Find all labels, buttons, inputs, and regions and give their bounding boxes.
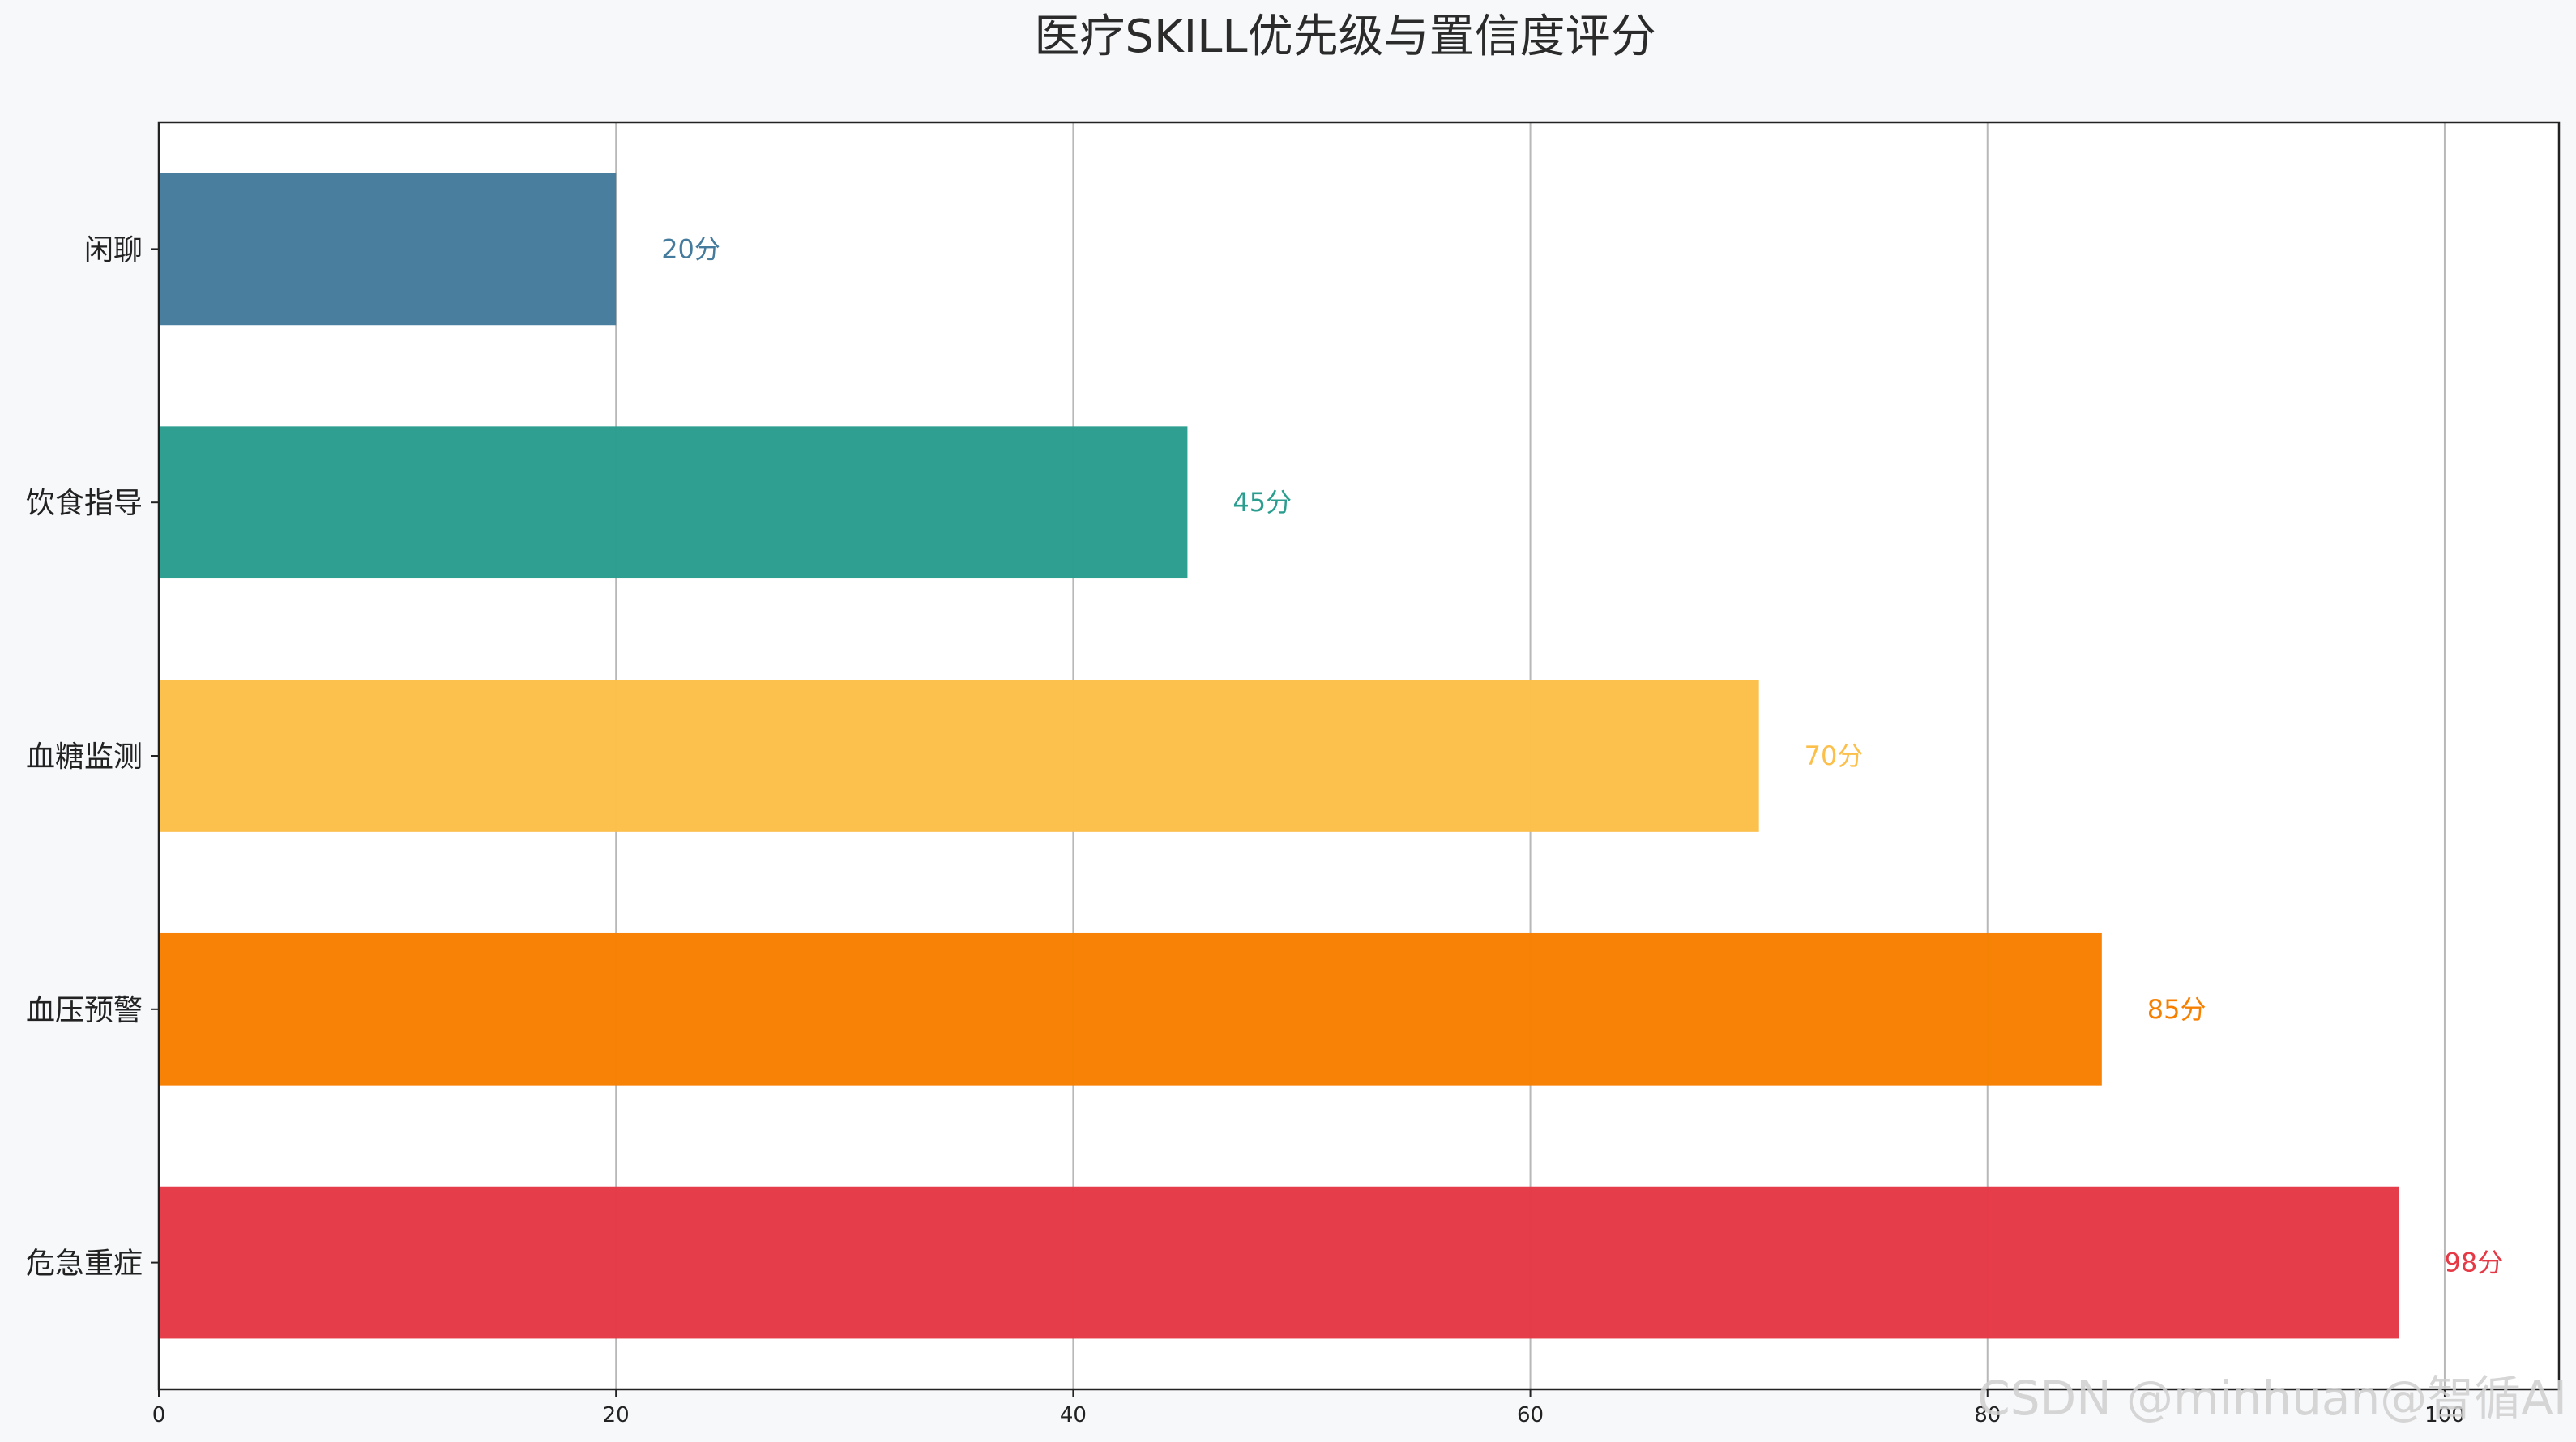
bar bbox=[159, 680, 1759, 832]
x-tick-label: 20 bbox=[603, 1403, 630, 1427]
x-tick-label: 40 bbox=[1060, 1403, 1087, 1427]
data-label: 85分 bbox=[2147, 994, 2206, 1025]
y-tick-label: 血压预警 bbox=[26, 994, 143, 1027]
x-tick-label: 0 bbox=[152, 1403, 166, 1427]
x-tick-label: 100 bbox=[2424, 1403, 2465, 1427]
y-tick-label: 闲聊 bbox=[84, 233, 143, 267]
bar bbox=[159, 932, 2102, 1086]
watermark: CSDN @minhuan@智循AI bbox=[1977, 1371, 2567, 1426]
y-tick-label: 危急重症 bbox=[26, 1248, 143, 1281]
y-tick-label: 血糖监测 bbox=[26, 740, 143, 774]
bar bbox=[159, 1186, 2399, 1339]
bar bbox=[159, 426, 1188, 579]
data-labels: 98分 85分 70分 45分 20分 bbox=[661, 233, 2503, 1278]
chart-title: 医疗SKILL优先级与置信度评分 bbox=[1034, 11, 1655, 63]
y-axis-ticks: 危急重症 血压预警 血糖监测 饮食指导 闲聊 bbox=[26, 233, 159, 1281]
data-label: 20分 bbox=[661, 233, 720, 264]
x-axis-ticks: 0 20 40 60 80 100 bbox=[152, 1389, 2465, 1427]
data-label: 98分 bbox=[2445, 1248, 2504, 1278]
x-tick-label: 80 bbox=[1974, 1403, 2001, 1427]
bar bbox=[159, 173, 617, 326]
data-label: 45分 bbox=[1232, 487, 1292, 518]
y-tick-label: 饮食指导 bbox=[26, 487, 143, 520]
x-tick-label: 60 bbox=[1517, 1403, 1544, 1427]
data-label: 70分 bbox=[1805, 740, 1864, 771]
bars bbox=[159, 173, 2399, 1339]
plot-frame bbox=[157, 121, 2561, 1391]
